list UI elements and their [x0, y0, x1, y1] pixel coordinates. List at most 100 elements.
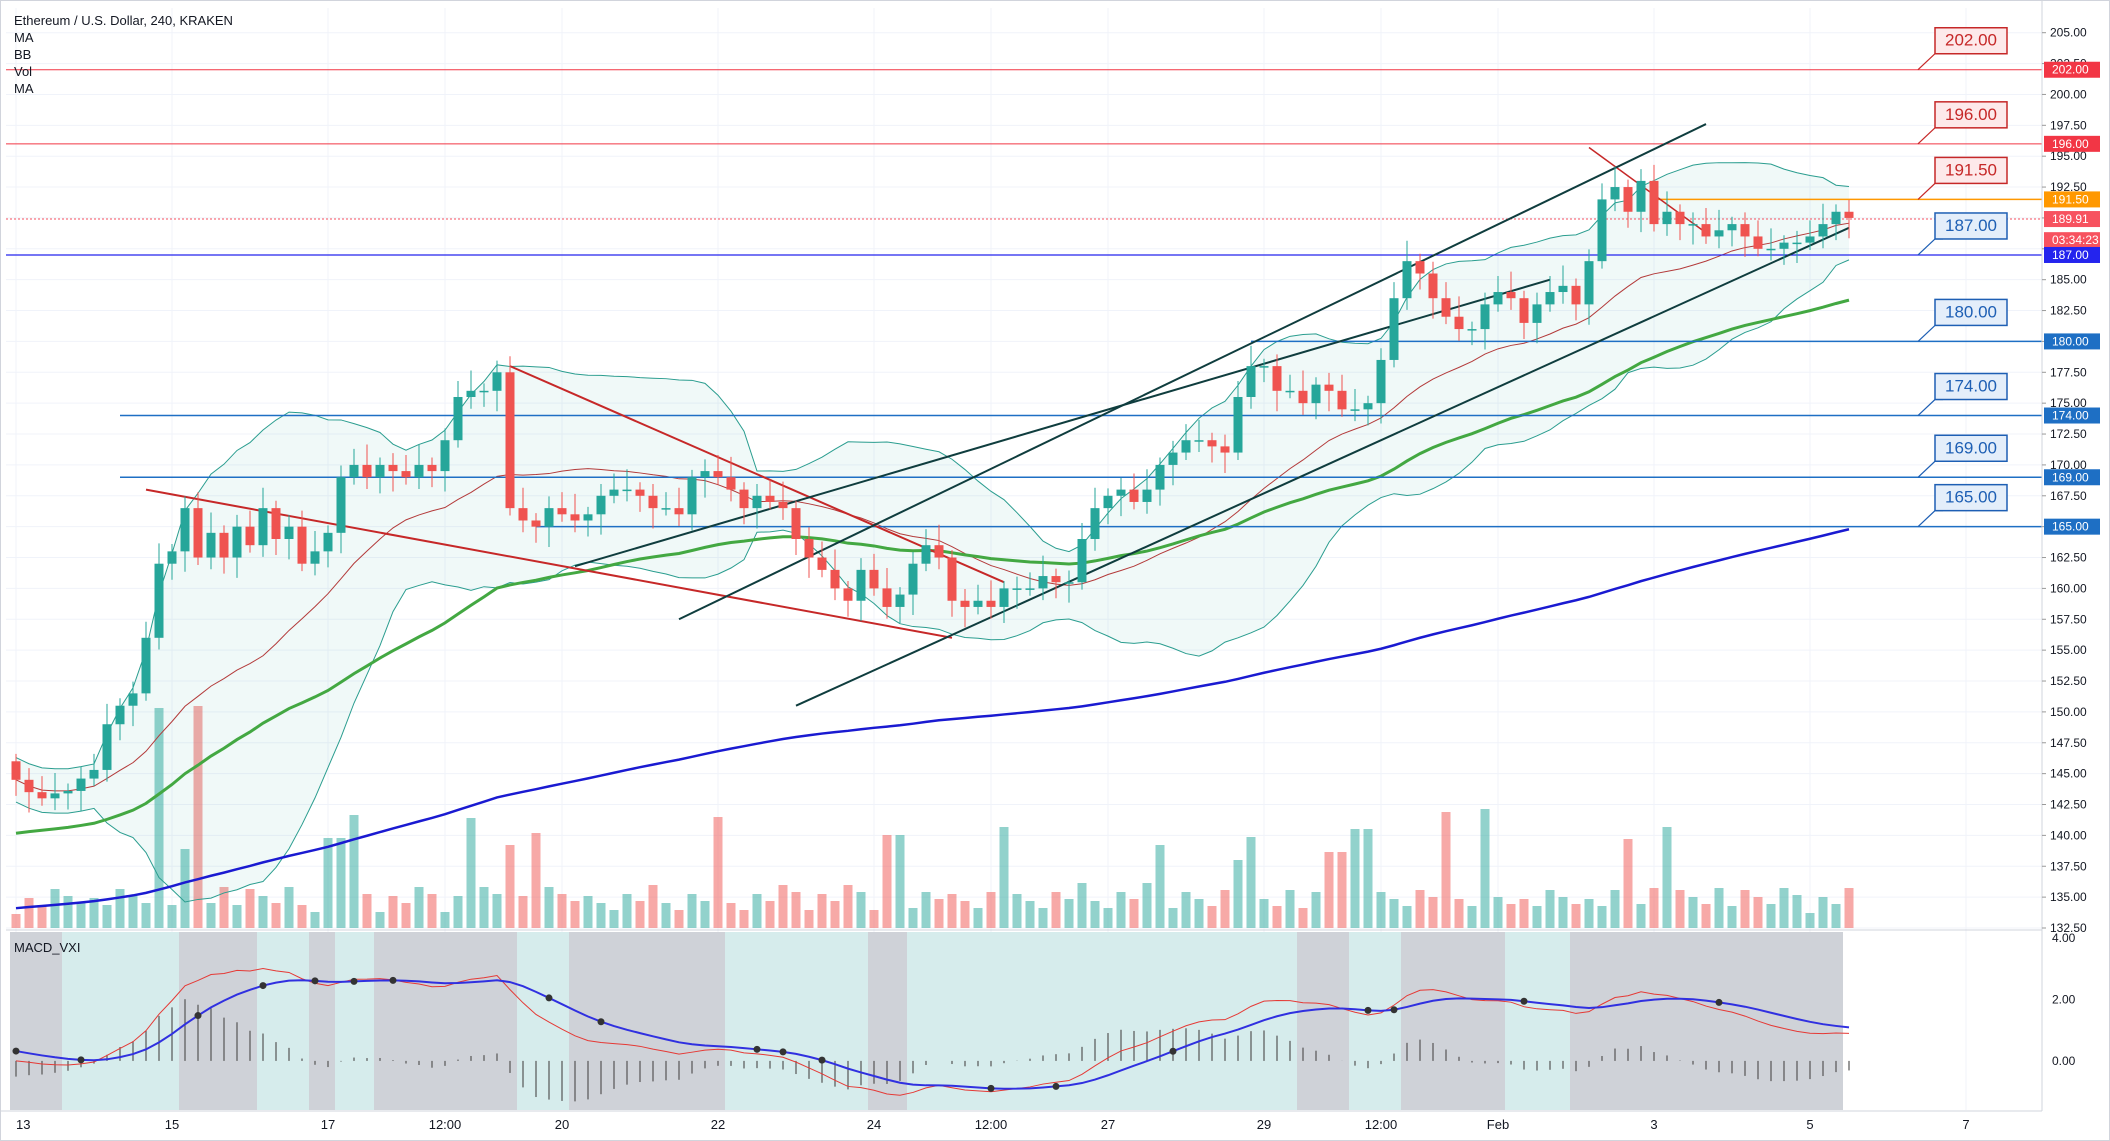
callout-pointer — [1917, 127, 1943, 145]
candle — [1311, 384, 1321, 404]
price-tick-label: 155.00 — [2050, 643, 2087, 657]
volume-bar — [1519, 899, 1529, 928]
price-tick-label: 192.50 — [2050, 180, 2087, 194]
price-tick-label: 205.00 — [2050, 26, 2087, 40]
volume-bar — [401, 903, 411, 928]
candle — [141, 637, 151, 694]
price-tag-label: 202.00 — [2052, 63, 2089, 77]
volume-bar — [1597, 906, 1607, 928]
candle — [1675, 211, 1685, 225]
callout-pointer — [1917, 238, 1943, 256]
macd-regime-band — [985, 932, 1297, 1110]
candle — [180, 508, 190, 552]
macd-tick-label: 4.00 — [2052, 931, 2076, 945]
candle — [635, 489, 645, 496]
volume-bar — [1259, 899, 1269, 928]
candle — [349, 464, 359, 478]
legend-indicator-bb[interactable]: BB — [14, 47, 32, 62]
price-tick-label: 132.50 — [2050, 921, 2087, 935]
volume-bar — [921, 892, 931, 928]
price-tick-label: 185.00 — [2050, 273, 2087, 287]
volume-bar — [531, 833, 541, 928]
volume-bar — [596, 903, 606, 928]
candle — [154, 563, 164, 638]
volume-bar — [1363, 829, 1373, 928]
candle — [1727, 224, 1737, 231]
time-tick-label: 7 — [1962, 1117, 1969, 1132]
volume-bar — [1506, 904, 1516, 928]
price-tick-label: 197.50 — [2050, 118, 2087, 132]
candle — [999, 588, 1009, 607]
volume-bar — [960, 901, 970, 928]
callout-label: 165.00 — [1945, 488, 1997, 507]
volume-bar — [115, 889, 125, 928]
candle — [1155, 464, 1165, 490]
candle — [1571, 285, 1581, 305]
price-tick-label: 172.50 — [2050, 427, 2087, 441]
price-tag — [2044, 333, 2100, 350]
volume-bar — [1220, 890, 1230, 928]
volume-bar — [362, 894, 372, 928]
volume-bar — [453, 896, 463, 928]
candle — [1363, 403, 1373, 410]
volume-bar — [1662, 827, 1672, 928]
macd-tick-label: 2.00 — [2052, 993, 2076, 1007]
price-tick-label: 145.00 — [2050, 767, 2087, 781]
volume-bar — [1779, 888, 1789, 928]
volume-bar — [518, 896, 528, 928]
candle — [1766, 248, 1776, 251]
volume-bar — [1792, 895, 1802, 928]
price-axis-bg — [2042, 0, 2110, 1141]
candle — [206, 532, 216, 558]
callout-pointer — [1917, 182, 1943, 200]
candle — [1714, 230, 1724, 237]
legend-indicator-vol[interactable]: Vol — [14, 64, 33, 79]
volume-bar — [934, 899, 944, 928]
volume-bar — [1467, 906, 1477, 928]
volume-bar — [1714, 888, 1724, 928]
macd-cross-marker — [1364, 1006, 1372, 1014]
price-tag — [2044, 407, 2100, 424]
legend-indicator-ma-2[interactable]: MA — [14, 81, 34, 96]
candle — [1623, 187, 1633, 212]
volume-bar — [505, 845, 515, 928]
volume-bar — [245, 889, 255, 928]
candle — [700, 471, 710, 478]
callout-box — [1934, 372, 2008, 401]
macd-regime-band — [374, 932, 517, 1110]
price-tick-label: 177.50 — [2050, 365, 2087, 379]
macd-regime-band — [1505, 932, 1570, 1110]
volume-bar — [739, 910, 749, 928]
macd-cross-marker — [194, 1012, 202, 1020]
volume-bar — [479, 887, 489, 928]
candle — [817, 557, 827, 570]
price-tag — [2044, 191, 2100, 208]
time-tick-label: 20 — [555, 1117, 569, 1132]
candle — [1441, 298, 1451, 317]
volume-bar — [557, 894, 567, 928]
volume-bar — [271, 903, 281, 928]
channel-mid — [678, 123, 1707, 621]
candle — [1519, 298, 1529, 323]
macd-cross-marker — [311, 977, 319, 985]
callout-pointer — [1917, 53, 1943, 71]
candle — [1753, 236, 1763, 249]
volume-bar — [1324, 852, 1334, 928]
candle — [869, 569, 879, 589]
candle — [1038, 576, 1048, 589]
candle — [193, 508, 203, 558]
candle — [1792, 242, 1802, 245]
volume-bar — [1246, 837, 1256, 928]
time-tick-label: 15 — [165, 1117, 179, 1132]
volume-bar — [1701, 904, 1711, 928]
candle — [1337, 390, 1347, 410]
candle — [1610, 187, 1620, 200]
legend-indicator-ma[interactable]: MA — [14, 30, 34, 45]
candle — [375, 464, 385, 478]
time-tick-label: Feb — [1487, 1117, 1509, 1132]
volume-bar — [1727, 906, 1737, 928]
candle — [219, 532, 229, 558]
time-tick-label: 5 — [1806, 1117, 1813, 1132]
price-tick-label: 170.00 — [2050, 458, 2087, 472]
